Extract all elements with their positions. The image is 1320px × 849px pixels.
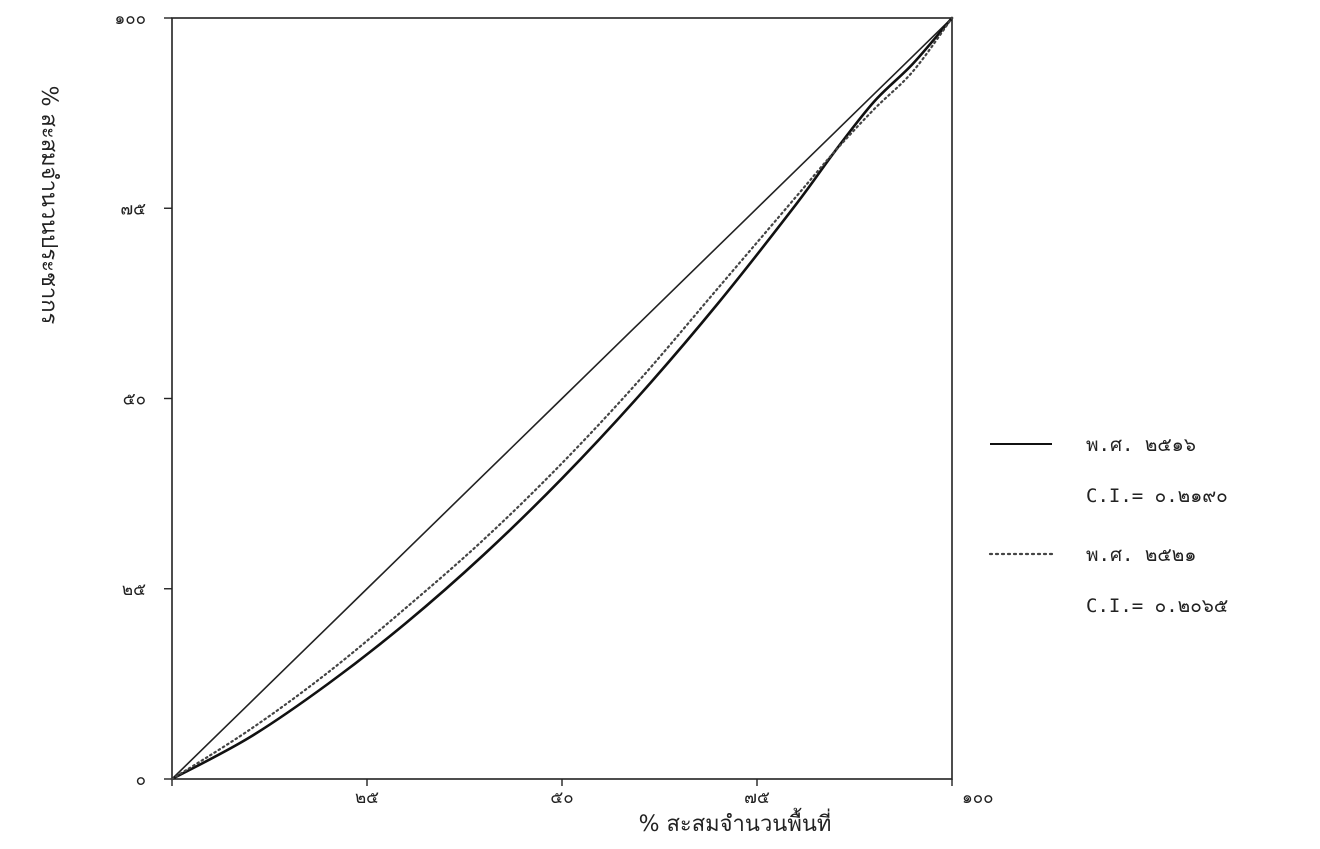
y-tick-label-1: ๒๕ — [122, 580, 146, 600]
x-tick-label-3: ๗๕ — [744, 788, 770, 808]
x-tick-label-1: ๒๕ — [355, 788, 379, 808]
legend-label-1: พ.ศ. ๒๕๑๖ — [1086, 434, 1196, 456]
y-axis-title: % สะสมจำนวนประชากร — [36, 86, 61, 325]
y-tick-label-0: ๐ — [136, 770, 146, 790]
series-layer — [170, 16, 954, 781]
y-tick-label-3: ๗๕ — [120, 199, 146, 219]
legend: พ.ศ. ๒๕๑๖ C.I.= ๐.๒๑๙๐ พ.ศ. ๒๕๒๑ C.I.= ๐… — [988, 434, 1228, 617]
legend-ci-2: C.I.= ๐.๒๐๖๕ — [1086, 595, 1228, 617]
y-axis-ticks: ๐ ๒๕ ๕๐ ๗๕ ๑๐๐ — [114, 9, 172, 790]
y-tick-label-4: ๑๐๐ — [114, 9, 146, 29]
series-line-0 — [171, 17, 953, 780]
x-axis-ticks: ๒๕ ๕๐ ๗๕ ๑๐๐ — [171, 779, 994, 808]
series-line-2 — [170, 16, 954, 781]
legend-ci-1: C.I.= ๐.๒๑๙๐ — [1086, 485, 1228, 507]
x-tick-label-2: ๕๐ — [550, 788, 573, 808]
series-line-1 — [170, 16, 954, 781]
legend-label-2: พ.ศ. ๒๕๒๑ — [1086, 544, 1196, 566]
x-tick-label-4: ๑๐๐ — [962, 788, 994, 808]
y-tick-label-2: ๕๐ — [123, 390, 146, 410]
x-axis-title: % สะสมจำนวนพื้นที่ — [639, 808, 832, 837]
